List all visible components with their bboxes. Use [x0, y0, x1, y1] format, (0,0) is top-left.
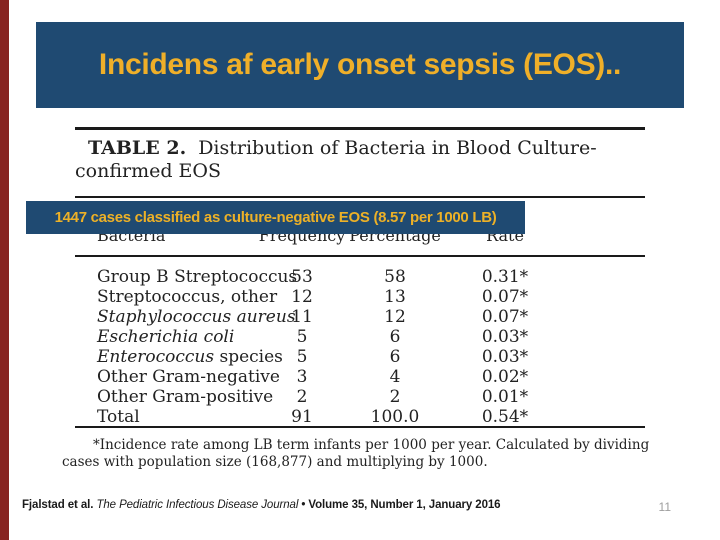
cell-frequency: 3	[296, 367, 308, 387]
table-row: Staphylococcus aureus 11 12 0.07*	[75, 307, 645, 327]
citation-authors: Fjalstad et al.	[22, 499, 97, 511]
table-top-rule	[75, 127, 645, 130]
cell-frequency: 53	[291, 267, 313, 287]
table-row-total: Total 91 100.0 0.54*	[75, 407, 645, 427]
cell-percentage: 2	[389, 387, 401, 407]
overlay-banner: 1447 cases classified as culture-negativ…	[26, 201, 525, 234]
cell-bacteria: Staphylococcus aureus	[97, 307, 296, 327]
bacteria-roman: Other Gram-positive	[97, 387, 274, 407]
table-row: Enterococcus species 5 6 0.03*	[75, 347, 645, 367]
cell-frequency: 11	[291, 307, 313, 327]
cell-bacteria: Escherichia coli	[97, 327, 234, 347]
citation-journal: The Pediatric Infectious Disease Journal	[96, 499, 299, 511]
table-row: Group B Streptococcus 53 58 0.31*	[75, 267, 645, 287]
table-header-rule	[75, 255, 645, 257]
table-caption-label: TABLE 2.	[88, 137, 187, 159]
table-row: Other Gram-negative 3 4 0.02*	[75, 367, 645, 387]
cell-percentage: 13	[384, 287, 406, 307]
cell-percentage: 58	[384, 267, 406, 287]
cell-frequency: 5	[296, 347, 308, 367]
table-row: Escherichia coli 5 6 0.03*	[75, 327, 645, 347]
table-row: Other Gram-positive 2 2 0.01*	[75, 387, 645, 407]
bacteria-roman: Total	[97, 407, 140, 427]
bacteria-roman: species	[214, 347, 283, 367]
table-footnote-line1: *Incidence rate among LB term infants pe…	[93, 437, 650, 453]
cell-rate: 0.03*	[481, 327, 529, 347]
bacteria-roman: Streptococcus, other	[97, 287, 278, 307]
cell-bacteria: Total	[97, 407, 140, 427]
cell-frequency: 5	[296, 327, 308, 347]
overlay-banner-text: 1447 cases classified as culture-negativ…	[54, 209, 497, 226]
cell-percentage: 100.0	[370, 407, 420, 427]
cell-percentage: 4	[389, 367, 401, 387]
table-bottom-rule	[75, 426, 645, 428]
bacteria-roman: Other Gram-negative	[97, 367, 280, 387]
cell-bacteria: Streptococcus, other	[97, 287, 277, 307]
page-number: 11	[658, 500, 671, 514]
cell-bacteria: Group B Streptococcus	[97, 267, 297, 287]
table-caption-line1: TABLE 2. Distribution of Bacteria in Bloo…	[88, 137, 597, 159]
cell-rate: 0.03*	[481, 347, 529, 367]
cell-percentage: 6	[389, 327, 401, 347]
table-row: Streptococcus, other 12 13 0.07*	[75, 287, 645, 307]
cell-frequency: 91	[291, 407, 313, 427]
cell-rate: 0.07*	[481, 287, 529, 307]
bacteria-italic: Staphylococcus aureus	[97, 307, 296, 327]
cell-rate: 0.02*	[481, 367, 529, 387]
cell-rate: 0.01*	[481, 387, 529, 407]
slide-title-box: Incidens af early onset sepsis (EOS)..	[36, 22, 684, 108]
citation-issue: • Volume 35, Number 1, January 2016	[298, 499, 501, 511]
cell-rate: 0.07*	[481, 307, 529, 327]
table-caption-text: Distribution of Bacteria in Blood Cultur…	[198, 137, 597, 159]
table-caption-rule	[75, 196, 645, 198]
table-caption-line2: confirmed EOS	[75, 160, 221, 182]
cell-bacteria: Other Gram-negative	[97, 367, 280, 387]
cell-bacteria: Enterococcus species	[97, 347, 283, 367]
bacteria-italic: Enterococcus	[97, 347, 215, 367]
bacteria-italic: Escherichia coli	[97, 327, 235, 347]
bacteria-roman: Group B Streptococcus	[97, 267, 298, 287]
cell-percentage: 12	[384, 307, 406, 327]
cell-percentage: 6	[389, 347, 401, 367]
cell-bacteria: Other Gram-positive	[97, 387, 273, 407]
table-footnote-line2: cases with population size (168,877) and…	[62, 454, 488, 470]
cell-frequency: 12	[291, 287, 313, 307]
cell-frequency: 2	[296, 387, 308, 407]
cell-rate: 0.31*	[481, 267, 529, 287]
cell-rate: 0.54*	[481, 407, 529, 427]
slide-title: Incidens af early onset sepsis (EOS)..	[98, 48, 622, 81]
left-accent-bar	[0, 0, 9, 540]
citation: Fjalstad et al. The Pediatric Infectious…	[22, 499, 501, 511]
